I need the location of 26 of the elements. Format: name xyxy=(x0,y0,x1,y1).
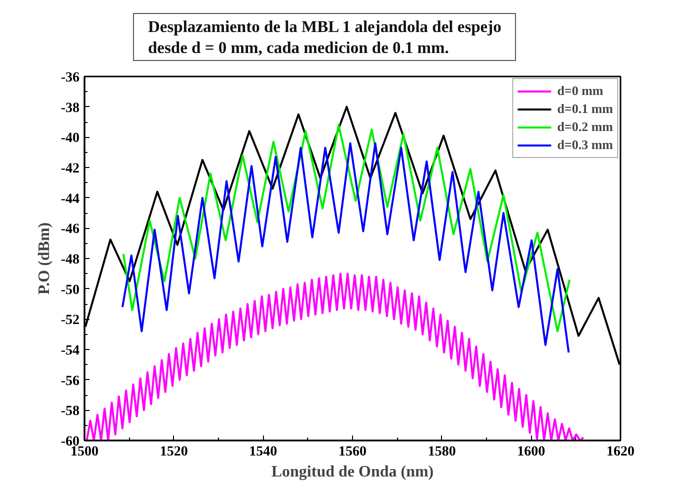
y-tick-label: -38 xyxy=(60,100,80,116)
y-axis-title: P.O (dBm) xyxy=(36,222,53,295)
legend-label: d=0.1 mm xyxy=(557,101,613,117)
y-tick-label: -36 xyxy=(60,70,80,86)
x-tick-label: 1580 xyxy=(428,444,456,460)
y-tick-label: -56 xyxy=(60,374,80,389)
legend-label: d=0 mm xyxy=(557,83,604,99)
line-series xyxy=(86,272,584,440)
y-tick-label: -44 xyxy=(60,192,80,207)
legend-label: d=0.2 mm xyxy=(557,119,613,135)
y-tick-label: -50 xyxy=(60,282,80,298)
chart-title: Desplazamiento de la MBL 1 alejandola del espejo desde d = 0 mm, cada medicion de 0.1 mm. xyxy=(133,13,516,61)
y-tick-label: -52 xyxy=(60,313,80,328)
x-tick-label: 1520 xyxy=(160,444,188,460)
x-tick-label: 1600 xyxy=(517,444,546,460)
y-tick-label: -42 xyxy=(60,162,80,176)
x-axis-title: Longitud de Onda (nm) xyxy=(271,464,434,480)
y-tick-label: -46 xyxy=(60,222,80,238)
x-tick-label: 1620 xyxy=(606,444,634,460)
y-tick-label: -40 xyxy=(60,131,80,146)
y-tick-label: -54 xyxy=(60,344,80,358)
y-tick-label: -48 xyxy=(60,252,80,268)
x-tick-label: 1540 xyxy=(249,444,278,460)
y-tick-label: -58 xyxy=(60,404,80,420)
legend-label: d=0.3 mm xyxy=(557,137,613,153)
x-tick-label: 1560 xyxy=(338,444,366,460)
